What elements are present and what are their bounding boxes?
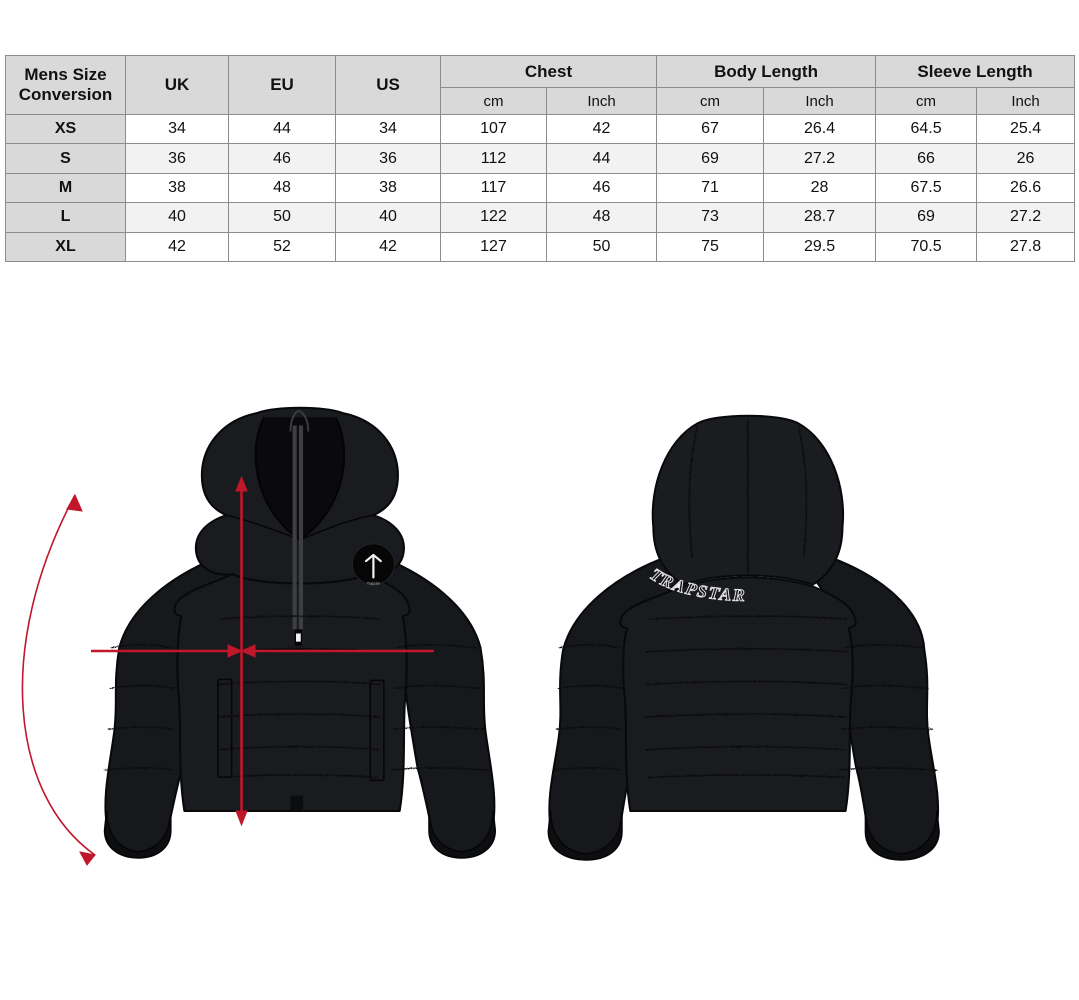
svg-text:Trapstar: Trapstar [367,582,381,586]
